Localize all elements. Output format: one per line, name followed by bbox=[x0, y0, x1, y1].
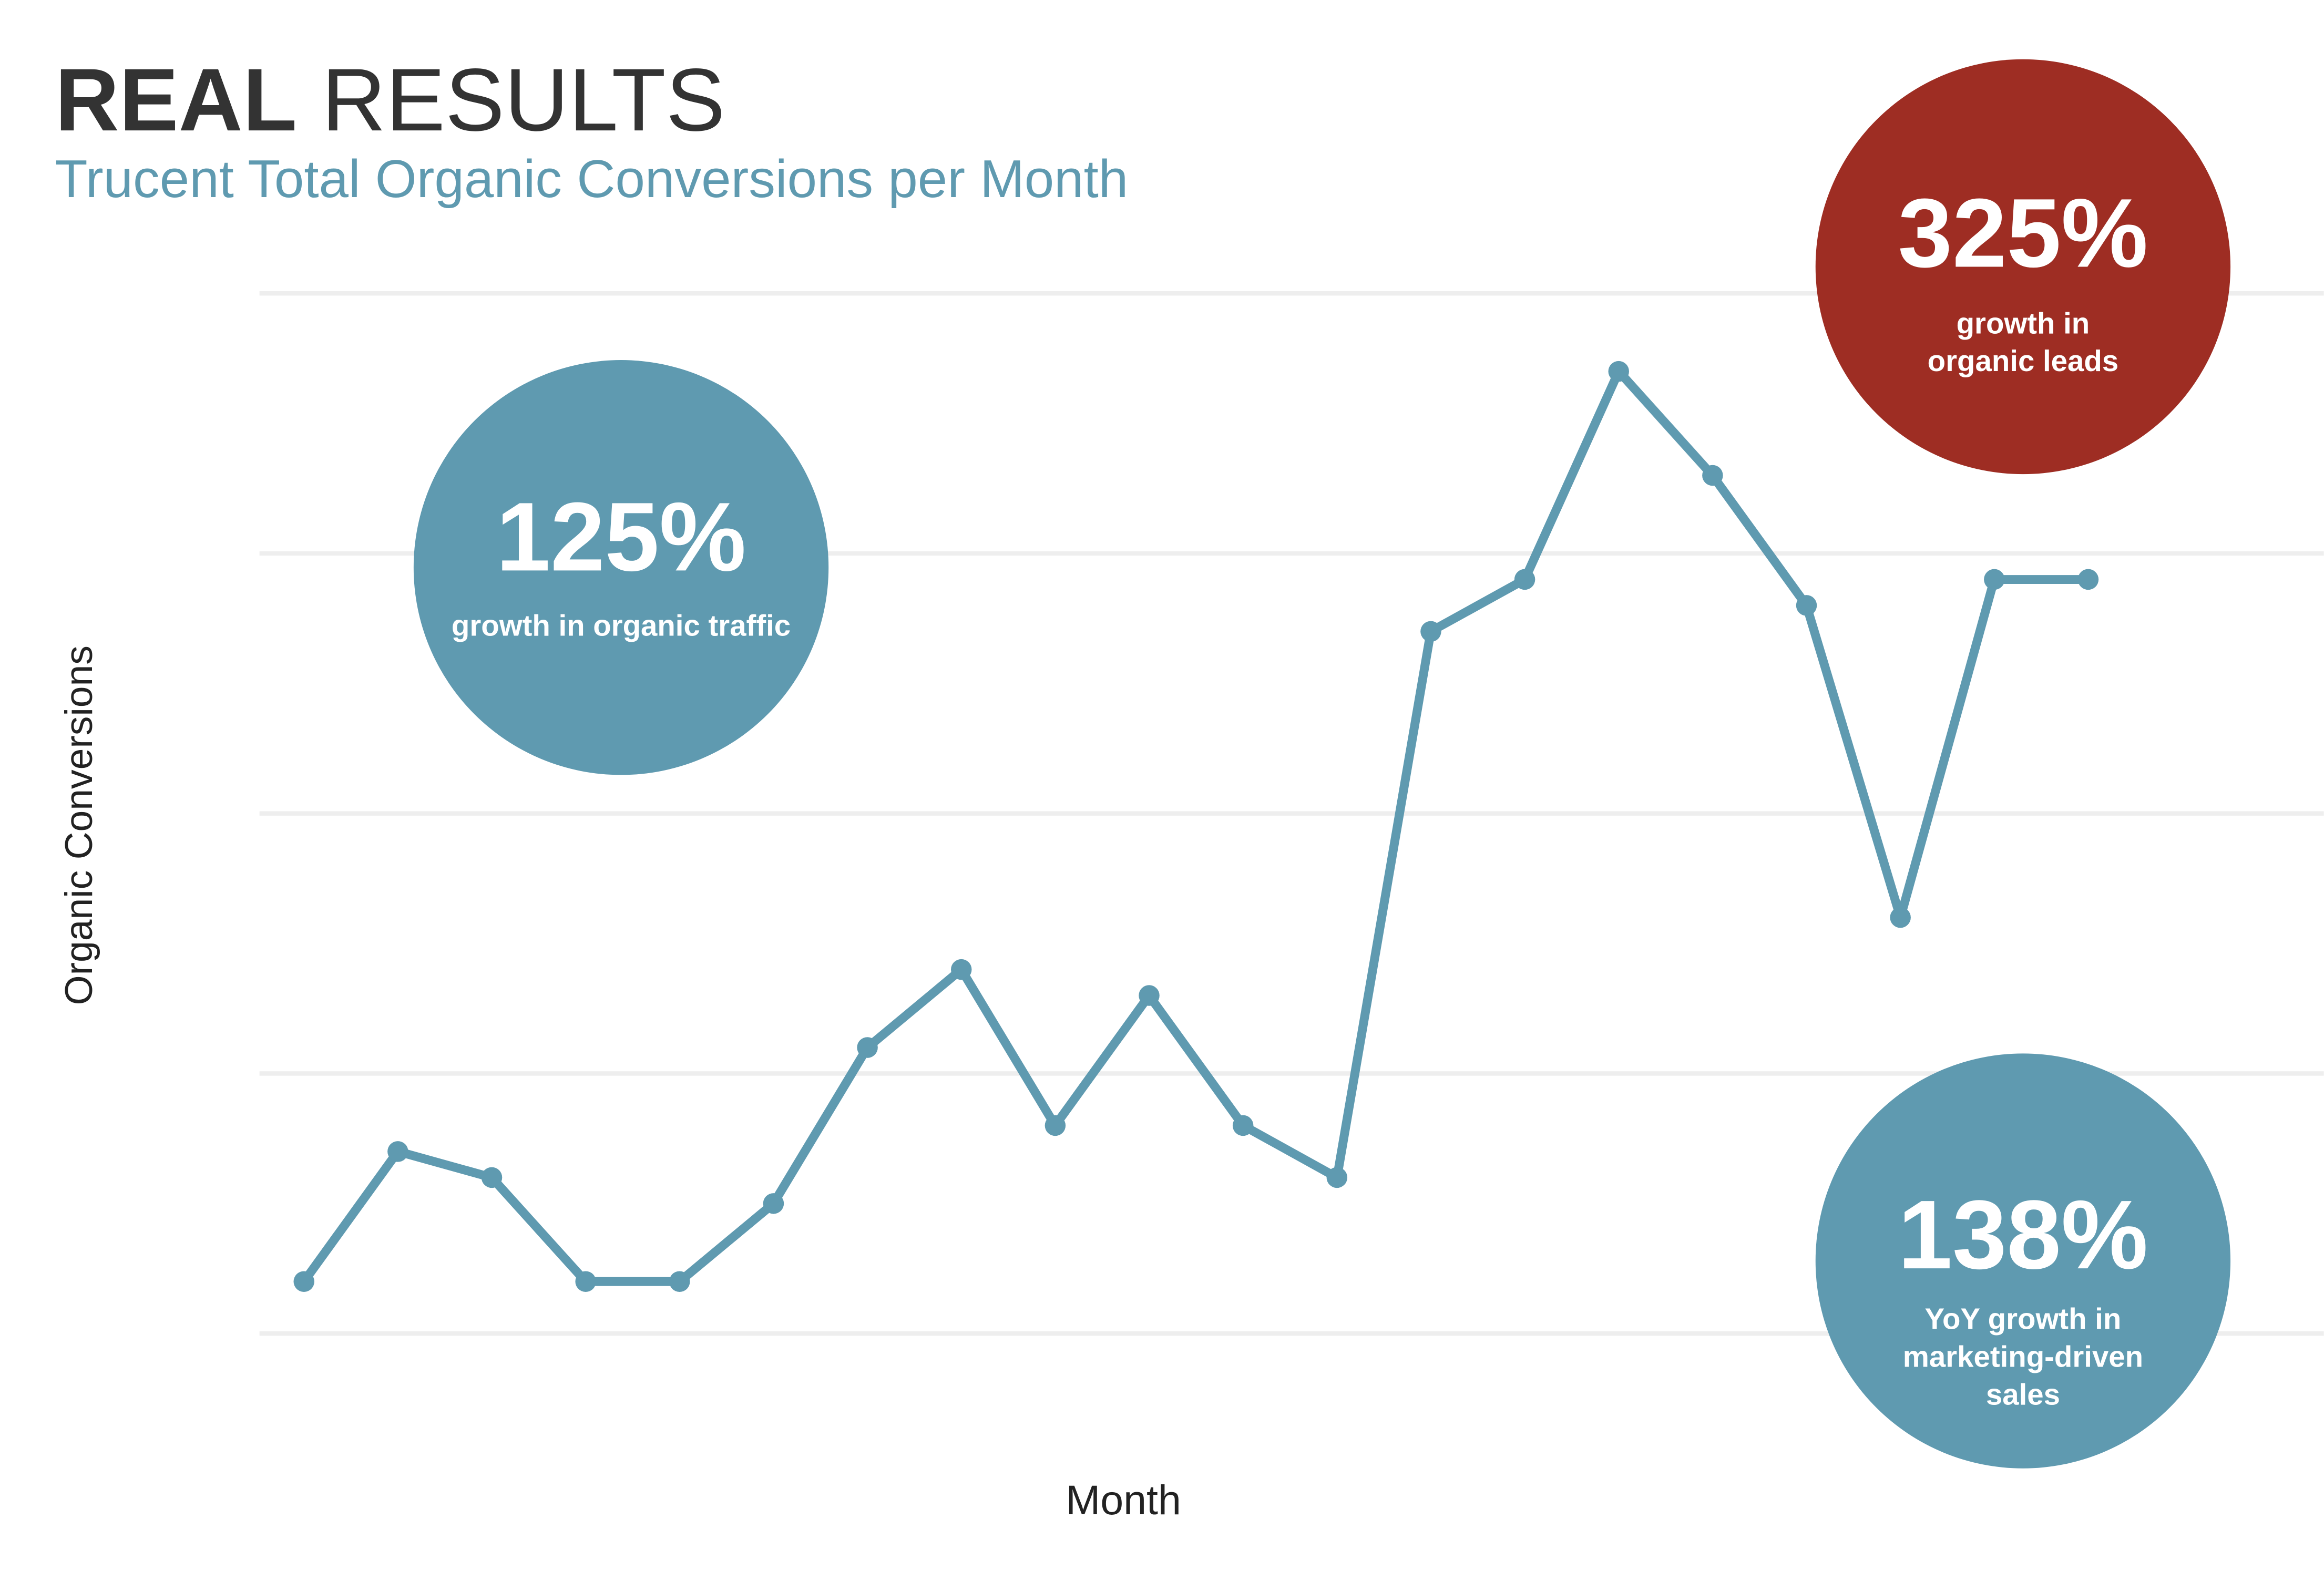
x-axis-label: Month bbox=[1066, 1477, 1181, 1523]
annotation-text: sales bbox=[1986, 1378, 2060, 1411]
annotation-text: growth in organic traffic bbox=[452, 609, 791, 642]
y-axis-label: Organic Conversions bbox=[57, 645, 100, 1005]
annotation-text: growth in bbox=[1957, 306, 2090, 340]
chart-subtitle: Trucent Total Organic Conversions per Mo… bbox=[55, 149, 1129, 209]
title-regular: RESULTS bbox=[322, 50, 725, 149]
data-point bbox=[1796, 595, 1817, 616]
annotation-value: 138% bbox=[1898, 1180, 2148, 1289]
annotation-text: marketing-driven bbox=[1903, 1340, 2143, 1373]
annotation-text: YoY growth in bbox=[1925, 1302, 2122, 1336]
annotation-circle bbox=[1815, 1053, 2231, 1469]
annotation-text: organic leads bbox=[1928, 344, 2118, 377]
data-point bbox=[2077, 569, 2099, 590]
data-line bbox=[299, 367, 2093, 1286]
data-point bbox=[1232, 1115, 1254, 1136]
title-bold: REAL bbox=[55, 50, 297, 149]
data-point bbox=[1139, 985, 1160, 1006]
data-point bbox=[1702, 465, 1723, 486]
data-point bbox=[669, 1271, 690, 1292]
data-point bbox=[1326, 1167, 1348, 1188]
data-point bbox=[857, 1037, 878, 1058]
annotation-value: 325% bbox=[1898, 179, 2148, 288]
data-point bbox=[387, 1141, 408, 1162]
data-point bbox=[1045, 1115, 1066, 1136]
data-point bbox=[575, 1271, 596, 1292]
annotation-value: 125% bbox=[496, 482, 746, 591]
data-point bbox=[763, 1193, 784, 1214]
data-point bbox=[950, 959, 972, 980]
chart-title: REAL RESULTS bbox=[55, 50, 725, 149]
annotation-circle bbox=[413, 360, 829, 775]
data-point bbox=[1984, 569, 2005, 590]
data-point bbox=[1420, 621, 1441, 642]
data-point bbox=[1890, 907, 1911, 928]
annotation-circle bbox=[1815, 59, 2231, 475]
data-point bbox=[293, 1271, 314, 1292]
data-point bbox=[1514, 569, 1535, 590]
data-point bbox=[1608, 361, 1629, 382]
data-point bbox=[481, 1167, 503, 1188]
